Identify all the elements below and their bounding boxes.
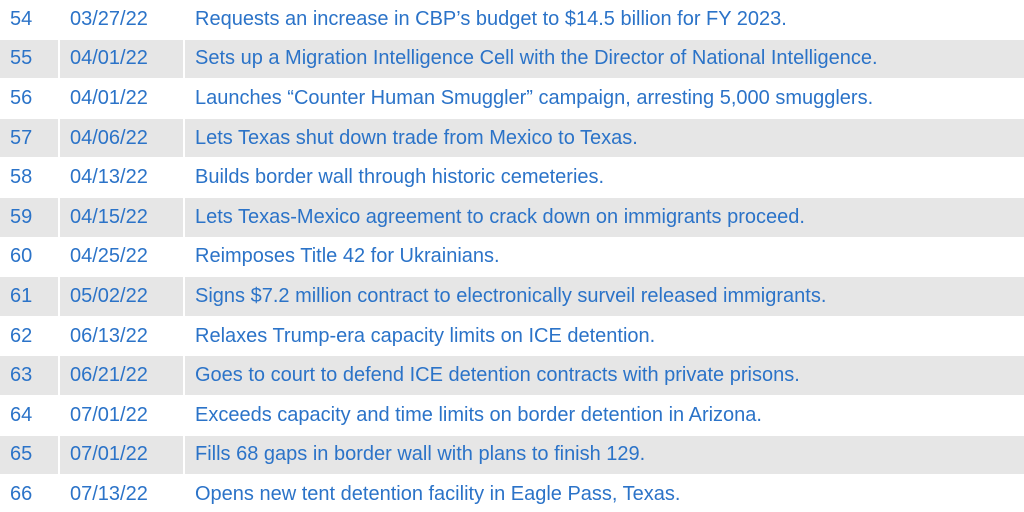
table-row: 55 04/01/22 Sets up a Migration Intellig… xyxy=(0,39,1024,80)
row-date: 07/13/22 xyxy=(70,482,148,505)
table-row: 57 04/06/22 Lets Texas shut down trade f… xyxy=(0,118,1024,159)
row-date: 07/01/22 xyxy=(60,435,183,475)
table-row: 61 05/02/22 Signs $7.2 million contract … xyxy=(0,277,1024,317)
row-date: 06/13/22 xyxy=(70,324,148,347)
row-date: 06/21/22 xyxy=(60,356,183,395)
row-number: 61 xyxy=(0,277,58,316)
row-description: Fills 68 gaps in border wall with plans … xyxy=(185,435,1024,475)
row-description: Builds border wall through historic ceme… xyxy=(195,166,605,189)
row-description: Lets Texas-Mexico agreement to crack dow… xyxy=(185,197,1024,237)
row-date: 07/01/22 xyxy=(70,403,148,426)
table-row: 54 03/27/22 Requests an increase in CBP’… xyxy=(0,0,1024,40)
row-date: 03/27/22 xyxy=(70,7,148,30)
row-number: 55 xyxy=(0,39,58,79)
table-row: 64 07/01/22 Exceeds capacity and time li… xyxy=(0,395,1024,436)
row-number: 63 xyxy=(0,356,58,395)
table-row: 63 06/21/22 Goes to court to defend ICE … xyxy=(0,356,1024,396)
row-number: 62 xyxy=(10,324,33,347)
row-description: Signs $7.2 million contract to electroni… xyxy=(185,277,1024,316)
row-date: 04/13/22 xyxy=(70,166,148,189)
row-description: Launches “Counter Human Smuggler” campai… xyxy=(195,86,874,109)
row-number: 57 xyxy=(0,118,58,158)
row-date: 04/01/22 xyxy=(60,39,183,79)
row-date: 04/06/22 xyxy=(60,118,183,158)
row-date: 04/25/22 xyxy=(70,245,148,268)
row-number: 65 xyxy=(0,435,58,475)
table-row: 56 04/01/22 Launches “Counter Human Smug… xyxy=(0,79,1024,119)
row-description: Requests an increase in CBP’s budget to … xyxy=(195,7,787,30)
table-row: 59 04/15/22 Lets Texas-Mexico agreement … xyxy=(0,197,1024,238)
row-description: Goes to court to defend ICE detention co… xyxy=(185,356,1024,395)
row-description: Sets up a Migration Intelligence Cell wi… xyxy=(185,39,1024,79)
row-number: 58 xyxy=(10,166,33,189)
row-date: 04/15/22 xyxy=(60,197,183,237)
row-description: Exceeds capacity and time limits on bord… xyxy=(195,403,762,426)
table-row: 58 04/13/22 Builds border wall through h… xyxy=(0,158,1024,198)
row-number: 64 xyxy=(10,403,33,426)
table-row: 60 04/25/22 Reimposes Title 42 for Ukrai… xyxy=(0,237,1024,278)
row-date: 04/01/22 xyxy=(70,86,148,109)
row-number: 54 xyxy=(10,7,33,30)
row-number: 66 xyxy=(10,482,33,505)
row-description: Opens new tent detention facility in Eag… xyxy=(195,482,681,505)
table-row: 65 07/01/22 Fills 68 gaps in border wall… xyxy=(0,435,1024,476)
table-row: 62 06/13/22 Relaxes Trump-era capacity l… xyxy=(0,316,1024,357)
row-number: 60 xyxy=(10,245,33,268)
row-description: Relaxes Trump-era capacity limits on ICE… xyxy=(195,324,656,347)
row-description: Reimposes Title 42 for Ukrainians. xyxy=(195,245,500,268)
row-description: Lets Texas shut down trade from Mexico t… xyxy=(185,118,1024,158)
row-date: 05/02/22 xyxy=(60,277,183,316)
row-number: 59 xyxy=(0,197,58,237)
row-number: 56 xyxy=(10,86,33,109)
table-row: 66 07/13/22 Opens new tent detention fac… xyxy=(0,475,1024,512)
